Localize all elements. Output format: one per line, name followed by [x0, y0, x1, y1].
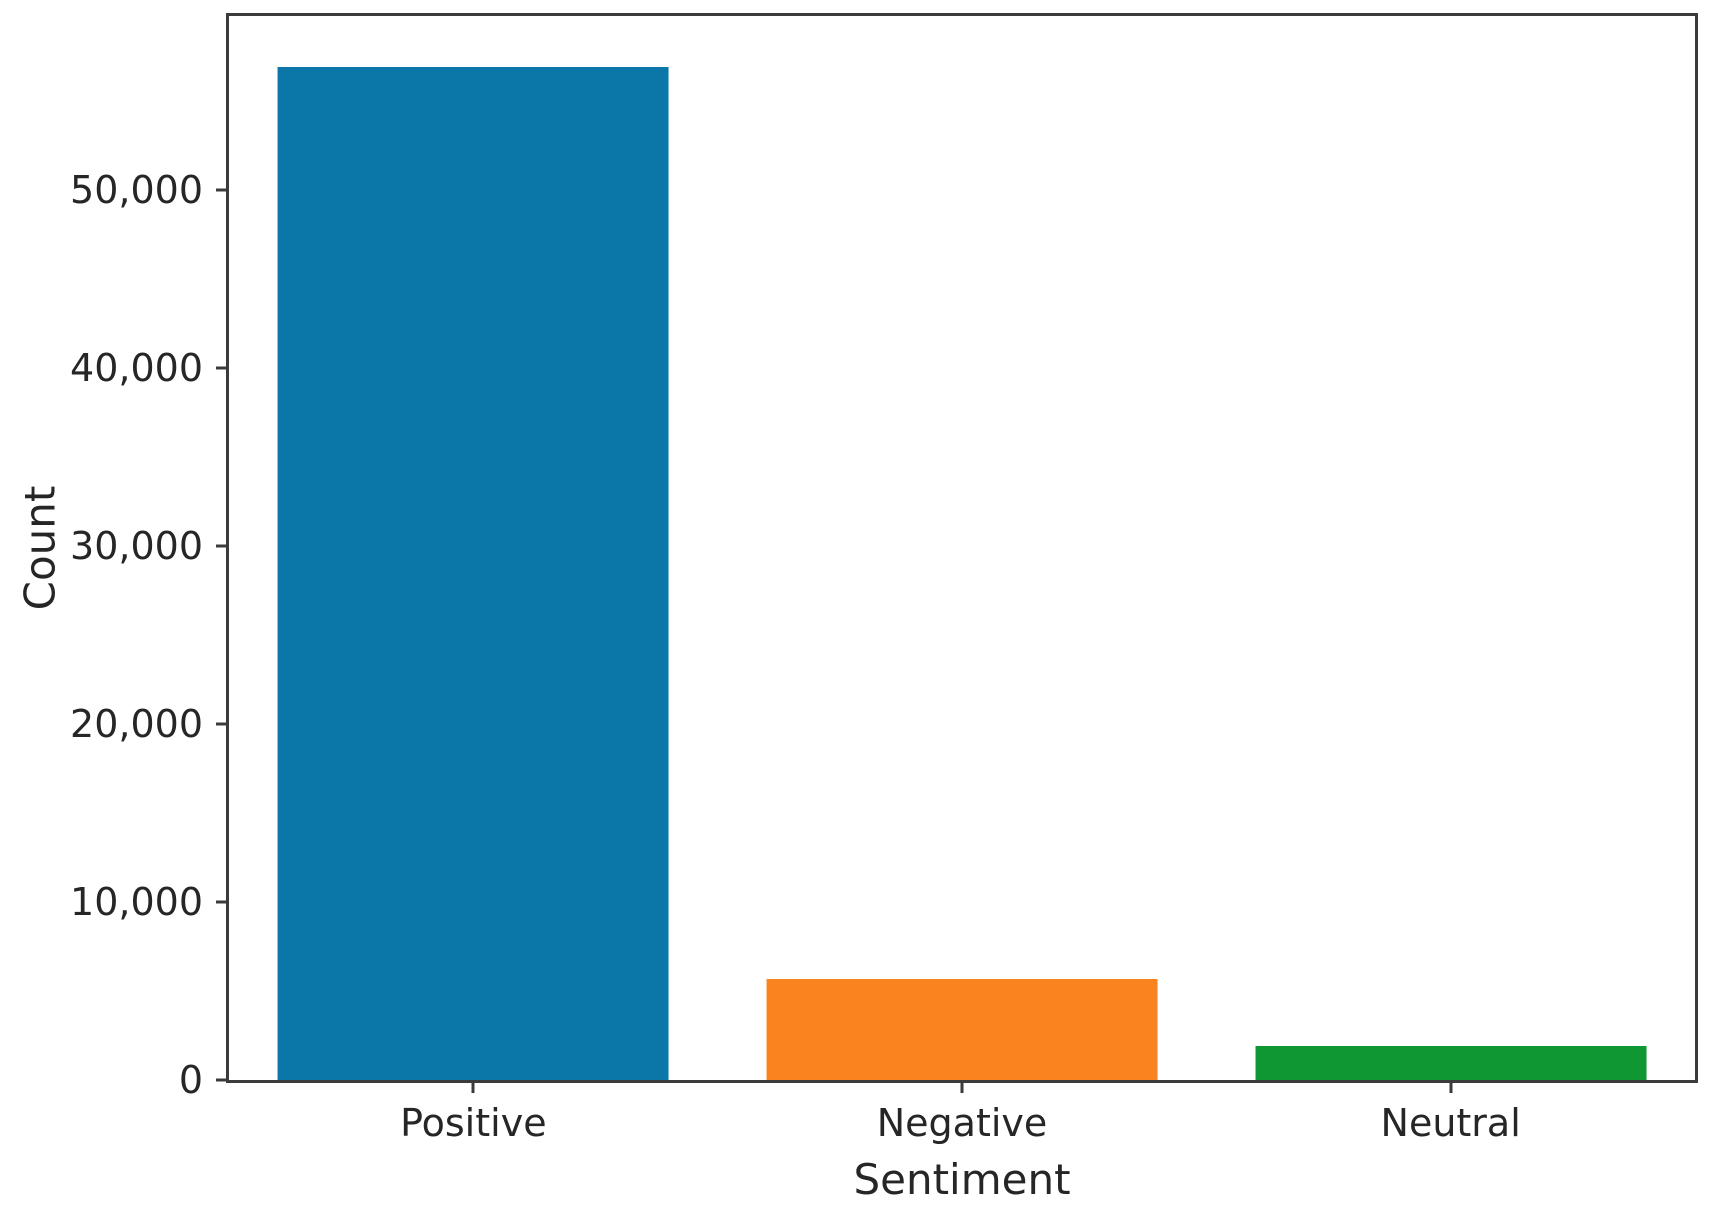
- bar-positive: [277, 67, 669, 1080]
- y-tick-label-20000: 20,000: [70, 702, 203, 747]
- y-tick-label-50000: 50,000: [70, 168, 203, 213]
- y-tick-0: [216, 1078, 229, 1082]
- y-tick-label-0: 0: [178, 1058, 203, 1102]
- x-tick-label-positive: Positive: [400, 1101, 547, 1145]
- x-tick-label-negative: Negative: [876, 1101, 1048, 1145]
- x-axis-label: Sentiment: [853, 1155, 1071, 1204]
- y-tick-40000: [216, 366, 229, 370]
- plot-area: Positive Negative Neutral 0 10,000 20,000 30,0…: [70, 13, 1698, 1145]
- x-tick-label-neutral: Neutral: [1380, 1101, 1521, 1145]
- y-tick-label-40000: 40,000: [70, 346, 203, 391]
- x-tick-negative: [960, 1080, 964, 1093]
- bar-negative: [766, 978, 1158, 1080]
- x-tick-neutral: [1449, 1080, 1453, 1093]
- y-tick-10000: [216, 900, 229, 904]
- y-tick-30000: [216, 544, 229, 548]
- x-tick-positive: [471, 1080, 475, 1093]
- bar-neutral: [1255, 1046, 1647, 1080]
- y-tick-label-30000: 30,000: [70, 524, 203, 569]
- y-tick-label-10000: 10,000: [70, 880, 203, 925]
- y-tick-50000: [216, 188, 229, 192]
- y-tick-20000: [216, 722, 229, 726]
- y-axis-label: Count: [15, 485, 65, 611]
